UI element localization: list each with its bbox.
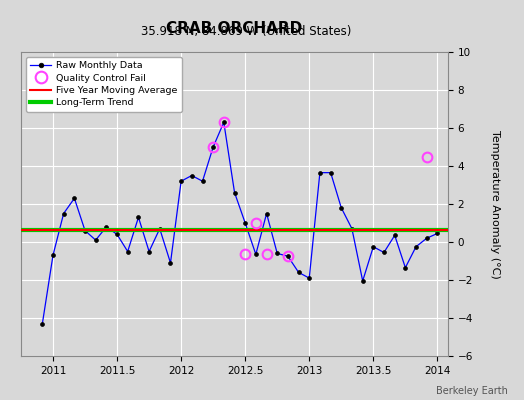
Raw Monthly Data bbox=[274, 251, 280, 256]
Quality Control Fail bbox=[253, 221, 259, 226]
Raw Monthly Data bbox=[157, 226, 163, 231]
Legend: Raw Monthly Data, Quality Control Fail, Five Year Moving Average, Long-Term Tren: Raw Monthly Data, Quality Control Fail, … bbox=[26, 57, 182, 112]
Quality Control Fail bbox=[221, 120, 227, 125]
Raw Monthly Data bbox=[71, 196, 78, 201]
Raw Monthly Data bbox=[210, 144, 216, 149]
Raw Monthly Data bbox=[82, 228, 88, 233]
Raw Monthly Data bbox=[221, 120, 227, 125]
Line: Raw Monthly Data: Raw Monthly Data bbox=[40, 120, 439, 326]
Raw Monthly Data bbox=[50, 253, 56, 258]
Title: CRAB ORCHARD: CRAB ORCHARD bbox=[166, 20, 303, 36]
Raw Monthly Data bbox=[199, 179, 205, 184]
Raw Monthly Data bbox=[264, 211, 270, 216]
Raw Monthly Data bbox=[316, 170, 323, 175]
Raw Monthly Data bbox=[328, 170, 334, 175]
Raw Monthly Data bbox=[381, 250, 387, 255]
Text: 35.918 N, 84.869 W (United States): 35.918 N, 84.869 W (United States) bbox=[141, 25, 352, 38]
Quality Control Fail bbox=[423, 154, 430, 159]
Raw Monthly Data bbox=[103, 224, 110, 229]
Raw Monthly Data bbox=[370, 244, 376, 249]
Quality Control Fail bbox=[264, 252, 270, 257]
Raw Monthly Data bbox=[125, 249, 131, 254]
Text: Berkeley Earth: Berkeley Earth bbox=[436, 386, 508, 396]
Raw Monthly Data bbox=[114, 232, 120, 237]
Raw Monthly Data bbox=[296, 270, 302, 275]
Raw Monthly Data bbox=[306, 276, 312, 280]
Raw Monthly Data bbox=[189, 173, 195, 178]
Raw Monthly Data bbox=[253, 252, 259, 257]
Raw Monthly Data bbox=[338, 206, 344, 210]
Raw Monthly Data bbox=[146, 249, 152, 254]
Raw Monthly Data bbox=[242, 221, 248, 226]
Raw Monthly Data bbox=[39, 321, 46, 326]
Raw Monthly Data bbox=[93, 238, 99, 242]
Raw Monthly Data bbox=[413, 244, 419, 249]
Quality Control Fail bbox=[210, 144, 216, 149]
Y-axis label: Temperature Anomaly (°C): Temperature Anomaly (°C) bbox=[490, 130, 500, 278]
Raw Monthly Data bbox=[135, 215, 141, 220]
Raw Monthly Data bbox=[359, 278, 366, 283]
Raw Monthly Data bbox=[402, 265, 409, 270]
Raw Monthly Data bbox=[167, 260, 173, 265]
Raw Monthly Data bbox=[391, 233, 398, 238]
Quality Control Fail bbox=[242, 252, 248, 257]
Raw Monthly Data bbox=[349, 226, 355, 231]
Raw Monthly Data bbox=[285, 254, 291, 259]
Quality Control Fail bbox=[285, 254, 291, 259]
Line: Quality Control Fail: Quality Control Fail bbox=[209, 118, 432, 261]
Raw Monthly Data bbox=[60, 211, 67, 216]
Raw Monthly Data bbox=[178, 179, 184, 184]
Raw Monthly Data bbox=[434, 231, 441, 236]
Raw Monthly Data bbox=[423, 236, 430, 240]
Raw Monthly Data bbox=[232, 190, 238, 195]
